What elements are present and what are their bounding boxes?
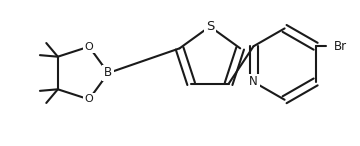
Text: Br: Br [334,40,347,53]
Text: O: O [85,42,93,52]
Text: N: N [249,75,258,88]
Text: B: B [104,66,112,80]
Text: S: S [206,20,214,33]
Text: O: O [85,94,93,104]
